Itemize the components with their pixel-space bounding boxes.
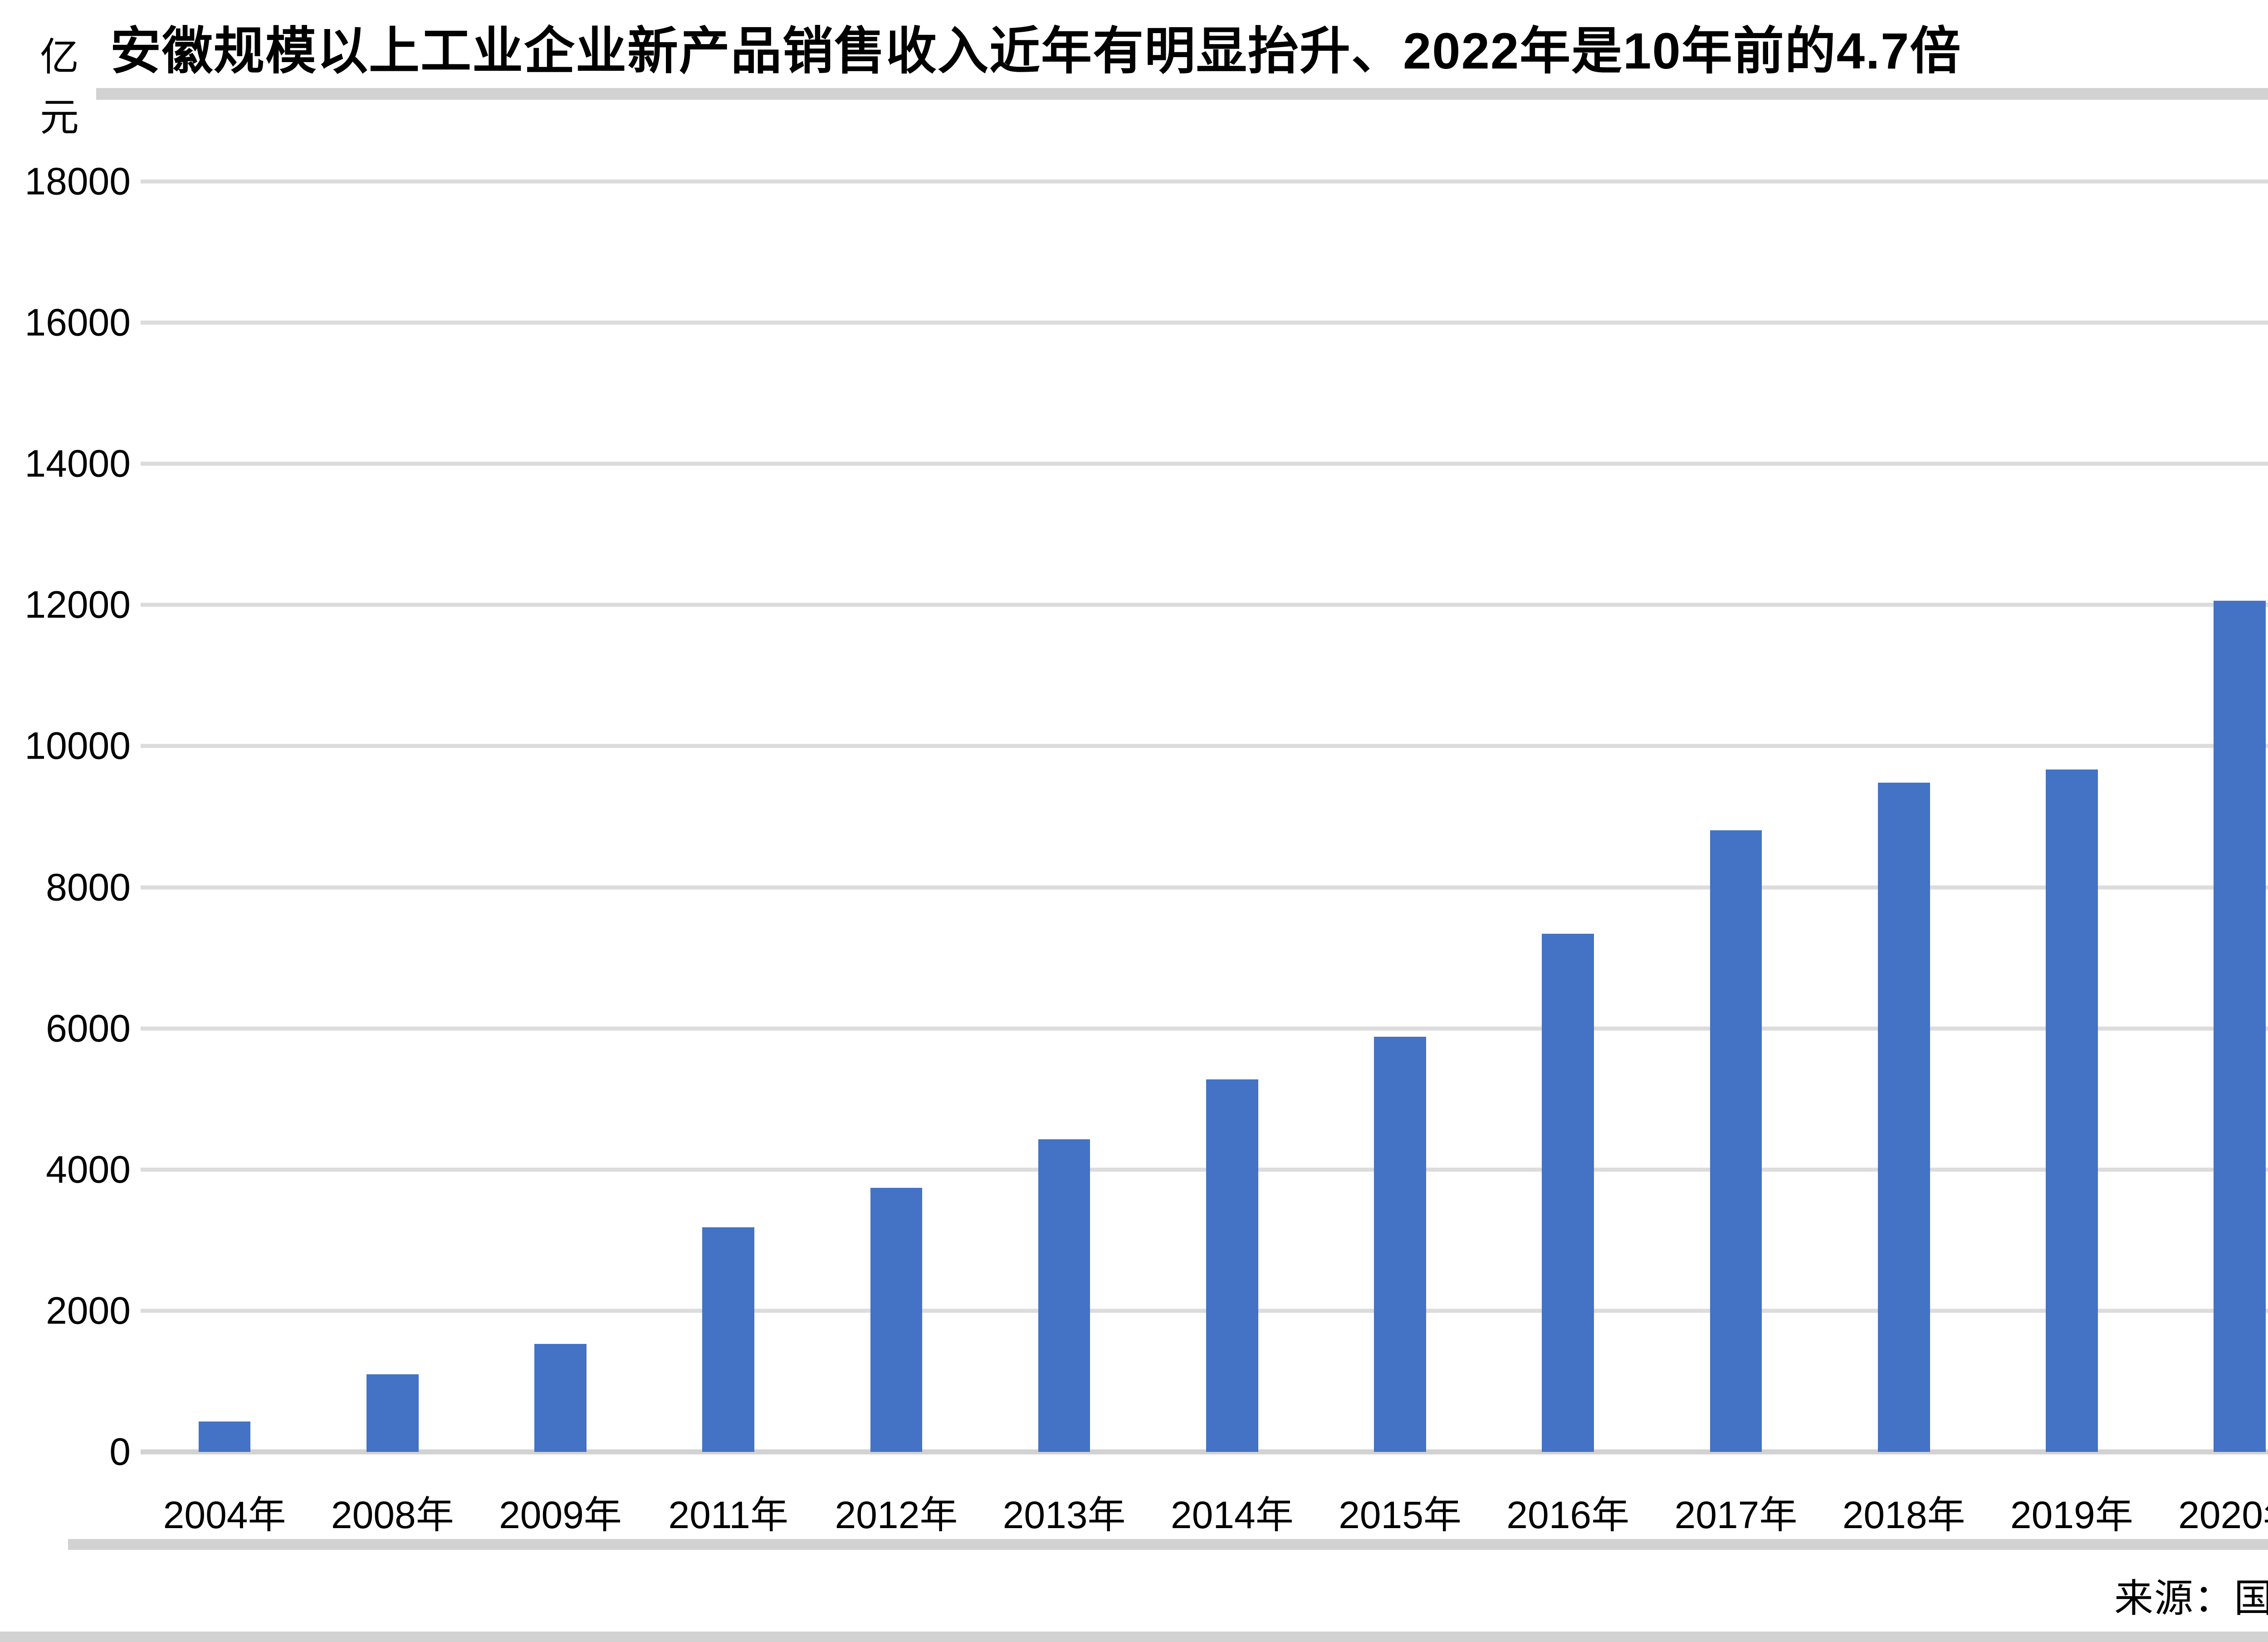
bar-2018年: [1877, 783, 1930, 1452]
x-axis-label-2011年: 2011年: [668, 1494, 789, 1536]
bar-2004年: [198, 1421, 251, 1452]
gridline-2000: [141, 1309, 2268, 1313]
bar-slot-2012年: [812, 181, 980, 1452]
y-axis-tick-labels: 18000 16000 14000 12000 10000 8000 6000 4000 200…: [0, 160, 131, 1473]
bar-slot-2019年: [1988, 181, 2156, 1452]
bar-2011年: [702, 1227, 755, 1452]
y-tick-label-8000: 8000: [46, 866, 131, 909]
x-axis-label-2012年: 2012年: [835, 1494, 958, 1536]
x-axis-label-2020年: 2020年: [2178, 1494, 2268, 1536]
y-tick-label-0: 0: [109, 1430, 131, 1473]
bar-slot-2004年: [141, 181, 308, 1452]
x-axis-label-2014年: 2014年: [1170, 1494, 1294, 1536]
bar-slot-2018年: [1820, 181, 1988, 1452]
title-divider: [96, 88, 2268, 100]
y-tick-label-10000: 10000: [24, 724, 131, 767]
bar-slot-2017年: [1652, 181, 1820, 1452]
gridline-6000: [141, 1026, 2268, 1031]
gridline-4000: [141, 1167, 2268, 1172]
bar-2013年: [1038, 1139, 1090, 1452]
x-axis-label-2018年: 2018年: [1842, 1494, 1965, 1536]
bar-slot-2009年: [476, 181, 644, 1452]
bar-2009年: [534, 1344, 587, 1452]
footer-divider: [68, 1539, 2268, 1550]
x-axis-label-2019年: 2019年: [2010, 1494, 2133, 1536]
x-axis-label-2008年: 2008年: [331, 1494, 454, 1536]
bar-2014年: [1206, 1079, 1258, 1452]
bar-slot-2013年: [980, 181, 1148, 1452]
bar-2008年: [366, 1374, 419, 1452]
bar-2012年: [870, 1188, 923, 1452]
bar-2020年: [2214, 601, 2266, 1452]
bar-2016年: [1542, 934, 1594, 1452]
bar-slot-2015年: [1316, 181, 1484, 1452]
plot-area: [141, 179, 2268, 1455]
x-axis-label-2016年: 2016年: [1506, 1494, 1630, 1536]
bar-slot-2014年: [1148, 181, 1316, 1452]
bar-slot-2008年: [308, 181, 476, 1452]
bar-2017年: [1710, 830, 1762, 1452]
gridline-8000: [141, 885, 2268, 890]
bar-slot-2020年: [2156, 181, 2268, 1452]
y-tick-label-14000: 14000: [24, 442, 131, 485]
bar-slot-2011年: [645, 181, 812, 1452]
y-tick-label-2000: 2000: [46, 1289, 131, 1332]
y-tick-label-6000: 6000: [46, 1007, 131, 1050]
y-tick-label-4000: 4000: [46, 1148, 131, 1191]
gridline-10000: [141, 744, 2268, 748]
x-axis-label-2017年: 2017年: [1674, 1494, 1798, 1536]
x-axis-labels: 2004年 2008年 2009年 2011年 2012年 2013年 2014年 2015年…: [141, 1485, 2268, 1539]
x-axis-label-2009年: 2009年: [499, 1494, 622, 1536]
chart-title: 安徽规模以上工业企业新产品销售收入近年有明显抬升、2022年是10年前的4.7倍: [110, 23, 1962, 79]
x-axis-label-2015年: 2015年: [1339, 1494, 1461, 1536]
gridline-14000: [141, 461, 2268, 466]
gridline-18000: [141, 179, 2268, 184]
bar-series: [141, 181, 2268, 1452]
x-axis-label-2004年: 2004年: [163, 1494, 286, 1536]
bar-slot-2016年: [1484, 181, 1652, 1452]
y-tick-label-16000: 16000: [24, 301, 131, 344]
y-tick-label-12000: 12000: [24, 583, 131, 626]
y-tick-label-18000: 18000: [24, 160, 131, 203]
y-axis-unit-label: 亿 元: [40, 35, 79, 140]
x-axis-baseline: [141, 1449, 2268, 1455]
bar-2019年: [2045, 769, 2098, 1452]
source-note: 来源：国家统计局、界面智库: [2114, 1577, 2268, 1620]
x-axis-label-2013年: 2013年: [1002, 1494, 1126, 1536]
gridline-12000: [141, 603, 2268, 607]
bottom-edge-rule: [0, 1632, 2268, 1642]
bar-2015年: [1374, 1037, 1426, 1452]
gridline-16000: [141, 320, 2268, 325]
